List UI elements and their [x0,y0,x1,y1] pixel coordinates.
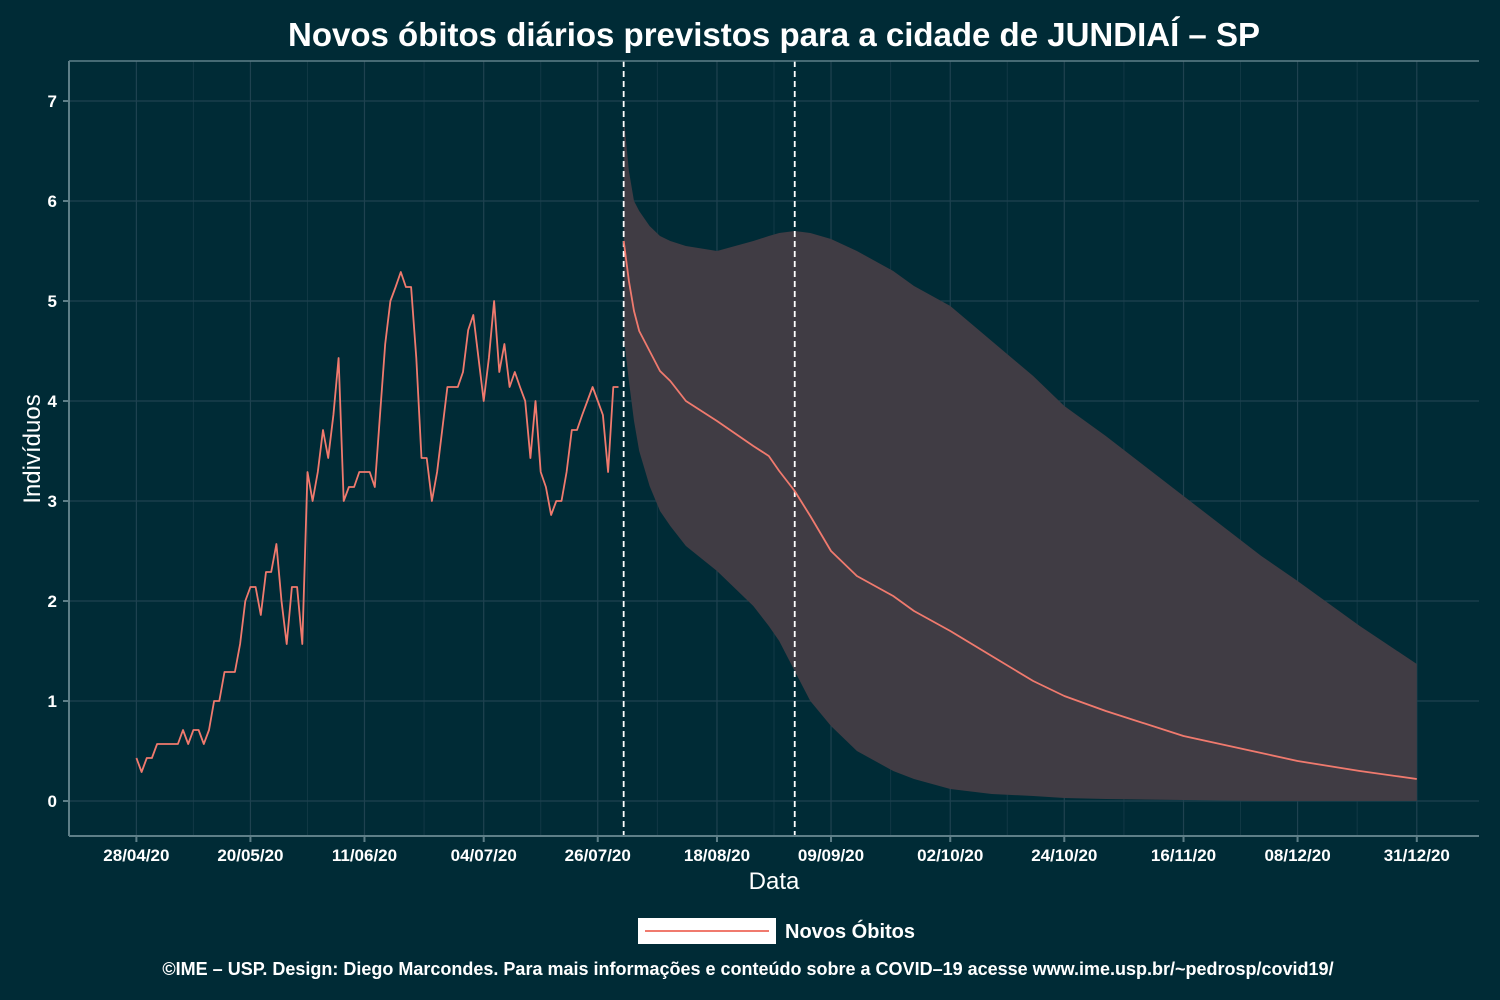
x-tick-label: 09/09/20 [798,846,864,865]
x-tick-label: 16/11/20 [1151,846,1216,865]
x-tick-label: 24/10/20 [1031,846,1097,865]
x-tick-label: 02/10/20 [917,846,983,865]
y-axis-label: Indivíduos [19,394,46,503]
axes [63,60,1479,842]
chart-title: Novos óbitos diários previstos para a ci… [288,16,1260,53]
reference-lines [622,61,796,836]
prediction-interval-band [623,116,1417,801]
y-tick-label: 3 [48,492,57,511]
x-tick-label: 20/05/20 [217,846,283,865]
x-tick-label: 08/12/20 [1264,846,1330,865]
y-tick-label: 7 [48,92,57,111]
x-tick-label: 04/07/20 [451,846,517,865]
y-tick-label: 6 [48,192,57,211]
prediction-band [623,116,1417,801]
predicted-line [622,240,1417,780]
tick-labels: 0 1 2 3 4 5 6 7 28/04/20 20/05/20 11/06/20 04/07/20… [48,92,1450,865]
y-tick-label: 4 [48,392,58,411]
x-axis-label: Data [749,868,800,895]
x-tick-label: 28/04/20 [103,846,169,865]
x-tick-label: 26/07/20 [565,846,631,865]
legend-label: Novos Óbitos [785,919,915,943]
y-tick-label: 1 [48,692,57,711]
y-tick-label: 0 [48,792,57,811]
y-tick-label: 2 [48,592,57,611]
x-tick-label: 18/08/20 [684,846,750,865]
series-lines [135,240,1417,780]
x-tick-label: 11/06/20 [332,846,397,865]
x-tick-label: 31/12/20 [1384,846,1450,865]
footer-credit: ©IME – USP. Design: Diego Marcondes. Par… [162,959,1333,979]
legend: Novos Óbitos [638,918,915,944]
y-tick-label: 5 [48,292,57,311]
observed-line [135,271,619,773]
